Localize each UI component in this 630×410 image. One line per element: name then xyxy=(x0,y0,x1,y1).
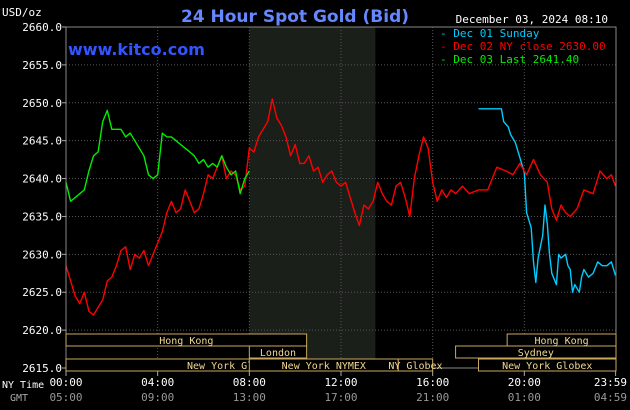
series-line xyxy=(65,109,250,203)
y-tick-label: 2660.0 xyxy=(22,21,62,34)
y-tick-label: 2630.0 xyxy=(22,248,62,261)
x-tick-label-gmt: 21:00 xyxy=(416,391,449,404)
legend-entry: - Dec 02 NY close 2630.00 xyxy=(440,40,606,53)
session-bar xyxy=(65,333,308,347)
session-label: New York Globex xyxy=(502,361,592,372)
chart-title: 24 Hour Spot Gold (Bid) xyxy=(181,7,409,27)
x-tick-label-ny: 16:00 xyxy=(416,376,449,389)
x-tick-label-gmt: 05:00 xyxy=(49,391,82,404)
x-tick-label-ny: 12:00 xyxy=(324,376,357,389)
x-tick-label-gmt: 01:00 xyxy=(508,391,541,404)
x-tick-label-gmt: 04:59 xyxy=(594,391,627,404)
x-tick-label-ny: 23:59 xyxy=(594,376,627,389)
x-tick-label-ny: 08:00 xyxy=(233,376,266,389)
y-axis: 2615.0 2620.0 2625.0 2630.0 2635.0 2640.0 2645… xyxy=(22,21,66,375)
y-tick-label: 2655.0 xyxy=(22,59,62,72)
session-label: New York NYMEX xyxy=(282,361,366,372)
timestamp: December 03, 2024 08:10 xyxy=(456,13,608,26)
shaded-session-region xyxy=(249,27,376,368)
x-tick-label-ny: 00:00 xyxy=(49,376,82,389)
y-axis-unit-label: USD/oz xyxy=(2,6,42,19)
series-layer xyxy=(65,98,617,316)
y-tick-label: 2645.0 xyxy=(22,135,62,148)
session-label: Sydney xyxy=(518,348,554,359)
session-bar xyxy=(455,345,617,359)
y-tick-label: 2620.0 xyxy=(22,324,62,337)
x-tick-label-ny: 04:00 xyxy=(141,376,174,389)
gmt-row-label: GMT xyxy=(10,393,28,404)
y-tick-label: 2635.0 xyxy=(22,210,62,223)
session-label: NY Globex xyxy=(388,361,442,372)
session-bar xyxy=(478,358,617,372)
x-tick-label-ny: 20:00 xyxy=(508,376,541,389)
legend-entry: - Dec 03 Last 2641.40 xyxy=(440,53,579,66)
session-label: Hong Kong xyxy=(534,336,588,347)
series-line xyxy=(478,108,617,293)
session-bar xyxy=(248,345,308,359)
watermark-kitco: www.kitco.com xyxy=(68,40,205,59)
x-tick-label-gmt: 13:00 xyxy=(233,391,266,404)
y-tick-label: 2625.0 xyxy=(22,286,62,299)
y-tick-label: 2640.0 xyxy=(22,173,62,186)
market-sessions: Hong Kong Hong Kong London Sydney New York G… xyxy=(65,333,617,372)
plot-area xyxy=(66,27,616,368)
series-line xyxy=(65,98,617,316)
ny-time-row-label: NY Time xyxy=(2,380,44,391)
session-label: London xyxy=(260,348,296,359)
session-bar xyxy=(397,358,434,372)
session-label: New York Globex xyxy=(187,361,277,372)
legend: - Dec 01 Sunday- Dec 02 NY close 2630.00… xyxy=(440,27,606,66)
x-tick-label-gmt: 17:00 xyxy=(324,391,357,404)
session-label: Hong Kong xyxy=(159,336,213,347)
x-tick-label-gmt: 09:00 xyxy=(141,391,174,404)
x-axis: NY Time GMT 00:00 05:00 04:00 09:00 08:00 13:00… xyxy=(2,371,627,404)
y-tick-label: 2650.0 xyxy=(22,97,62,110)
legend-entry: - Dec 01 Sunday xyxy=(440,27,540,40)
y-tick-label: 2615.0 xyxy=(22,362,62,375)
